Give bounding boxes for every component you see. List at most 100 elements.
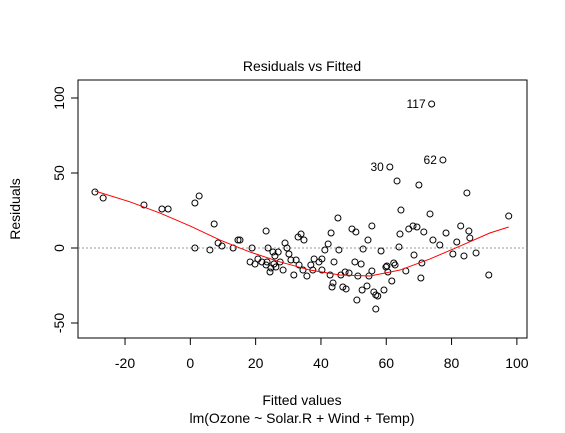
point — [214, 239, 222, 247]
point — [485, 271, 493, 279]
point — [472, 249, 480, 257]
point — [299, 266, 307, 274]
point — [413, 223, 421, 231]
point — [391, 261, 399, 269]
point — [303, 272, 311, 280]
y-tick-label: 50 — [51, 165, 67, 181]
point — [269, 248, 277, 256]
point — [353, 296, 361, 304]
point — [206, 246, 214, 254]
point — [300, 236, 308, 244]
point — [272, 263, 280, 271]
point — [449, 250, 457, 258]
point — [357, 260, 365, 268]
x-tick-label: 60 — [378, 355, 394, 371]
point — [368, 222, 376, 230]
point — [393, 177, 401, 185]
point — [358, 286, 366, 294]
x-tick-label: 100 — [505, 355, 529, 371]
y-tick-label: -50 — [51, 313, 67, 333]
y-tick-label: 0 — [51, 244, 67, 252]
point — [380, 286, 388, 294]
point — [348, 225, 356, 233]
point — [99, 194, 107, 202]
point — [290, 271, 298, 279]
point — [466, 234, 474, 242]
point — [465, 227, 473, 235]
point — [327, 229, 335, 237]
point — [370, 288, 378, 296]
point — [297, 230, 305, 238]
x-axis-label: Fitted values — [262, 392, 341, 408]
point — [236, 236, 244, 244]
point — [279, 266, 287, 274]
point — [140, 201, 148, 209]
point — [420, 228, 428, 236]
point — [274, 248, 282, 256]
point — [439, 156, 447, 164]
point — [283, 244, 291, 252]
point — [263, 258, 271, 266]
point — [210, 220, 218, 228]
point — [342, 285, 350, 293]
point — [328, 283, 336, 291]
point — [374, 292, 382, 300]
y-tick-label: 100 — [51, 86, 67, 110]
point — [453, 238, 461, 246]
point — [329, 279, 337, 287]
point — [429, 236, 437, 244]
point — [505, 212, 513, 220]
point — [417, 274, 425, 282]
subtitle: lm(Ozone ~ Solar.R + Wind + Temp) — [190, 410, 415, 426]
point — [318, 255, 326, 263]
x-tick-label: 80 — [444, 355, 460, 371]
point — [426, 210, 434, 218]
point — [264, 244, 272, 252]
point — [334, 214, 342, 222]
point — [266, 268, 274, 276]
point — [287, 256, 295, 264]
point — [330, 258, 338, 266]
point — [335, 246, 343, 254]
point — [310, 255, 318, 263]
point — [218, 242, 226, 250]
point — [341, 268, 349, 276]
point — [195, 192, 203, 200]
point — [352, 228, 360, 236]
point — [436, 241, 444, 249]
x-tick-label: 40 — [313, 355, 329, 371]
point — [285, 250, 293, 258]
point — [390, 259, 398, 267]
point — [191, 244, 199, 252]
point — [409, 222, 417, 230]
x-tick-label: -20 — [115, 355, 135, 371]
point — [262, 227, 270, 235]
point-label: 62 — [424, 153, 438, 167]
point — [372, 305, 380, 313]
point — [262, 261, 270, 269]
point — [460, 252, 468, 260]
point — [345, 269, 353, 277]
point — [457, 222, 465, 230]
point — [248, 244, 256, 252]
point-label: 30 — [370, 160, 384, 174]
point — [254, 255, 262, 263]
point — [164, 205, 172, 213]
point — [410, 251, 418, 259]
point — [359, 245, 367, 253]
x-tick-label: 0 — [186, 355, 194, 371]
point — [158, 205, 166, 213]
point — [318, 266, 326, 274]
point — [326, 271, 334, 279]
point — [415, 181, 423, 189]
point — [405, 225, 413, 233]
point — [234, 236, 242, 244]
point-label: 117 — [407, 97, 426, 111]
point — [463, 189, 471, 197]
point — [388, 277, 396, 285]
chart-title: Residuals vs Fitted — [243, 58, 361, 74]
plot-box — [77, 79, 528, 339]
point — [295, 261, 303, 269]
point — [321, 246, 329, 254]
